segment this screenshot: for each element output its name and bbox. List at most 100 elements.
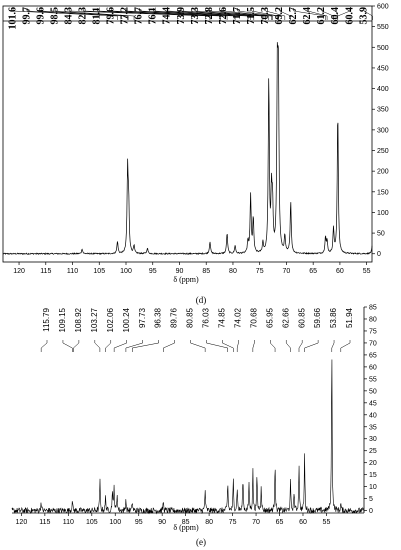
e-peak-label: 80.85: [186, 307, 195, 328]
e-x-tick-label: 115: [39, 519, 50, 526]
e-x-tick-label: 75: [229, 519, 237, 526]
d-peak-label: 72.8: [204, 7, 215, 25]
d-peak-leader: [111, 10, 236, 17]
d-peak-leader: [237, 10, 278, 17]
e-x-tick-label: 95: [135, 519, 143, 526]
d-x-tick-label: 100: [120, 268, 132, 275]
e-peak-leader: [252, 342, 255, 349]
panel-d-y-ticks: 0 50 100 150 200 250 300 350 400 450 500 550 600: [372, 4, 389, 258]
d-peak-label: 53.9: [358, 7, 369, 25]
d-peak-leader: [97, 10, 228, 17]
e-y-tick-label: 55: [369, 376, 377, 383]
d-peak-label: 73.3: [190, 7, 201, 25]
e-peak-leader: [125, 342, 143, 349]
e-y-tick-label: 75: [369, 328, 377, 335]
d-y-tick-label: 400: [377, 86, 389, 93]
d-peak-label: 98.5: [49, 7, 60, 25]
e-x-tick-label: 90: [158, 519, 166, 526]
d-y-tick-label: 250: [377, 148, 389, 155]
d-y-tick-label: 50: [377, 231, 385, 238]
d-peak-label: 71.5: [246, 7, 257, 25]
e-peak-leader: [286, 342, 291, 349]
d-peak-leader: [279, 10, 291, 17]
e-y-tick-label: 5: [369, 496, 373, 503]
e-x-tick-label: 110: [63, 519, 74, 526]
d-peak-label: 73.9: [176, 7, 187, 25]
d-peak-label: 62.7: [288, 7, 299, 25]
d-peak-leader: [195, 10, 269, 17]
e-x-tick-label: 100: [109, 519, 121, 526]
e-peak-leader: [163, 342, 175, 349]
e-x-tick-label: 120: [16, 519, 28, 526]
e-peak-leader: [340, 342, 351, 349]
e-peak-leader: [132, 342, 159, 349]
panel-d: 101.6 99.7 99.6 98.5 84.3 82.3 81.1 79.6 77.2 76.…: [2, 4, 389, 305]
e-peak-leader: [298, 342, 303, 349]
d-peak-leader: [55, 10, 135, 17]
d-peak-label: 69.2: [274, 7, 285, 25]
e-y-tick-label: 70: [369, 340, 377, 347]
d-peak-label: 74.4: [162, 7, 173, 25]
e-x-tick-label: 70: [252, 519, 260, 526]
d-x-tick-label: 85: [202, 268, 210, 275]
d-peak-leader: [223, 10, 273, 17]
d-peak-leader: [335, 10, 339, 17]
d-peak-leader: [337, 10, 351, 17]
e-y-tick-label: 20: [369, 460, 377, 467]
e-peak-label: 97.73: [138, 307, 147, 328]
e-peak-label: 76.03: [202, 307, 211, 328]
e-y-tick-label: 60: [369, 364, 377, 371]
d-x-tick-label: 70: [283, 268, 291, 275]
d-x-tick-label: 55: [363, 268, 371, 275]
d-peak-label: 60.4: [330, 7, 341, 25]
d-x-tick-label: 60: [336, 268, 344, 275]
panel-e-x-axis-title: δ (ppm): [173, 523, 199, 532]
d-x-tick-label: 75: [256, 268, 264, 275]
d-peak-label: 84.3: [63, 7, 74, 25]
e-peak-label: 62.66: [281, 307, 290, 328]
d-peak-label: 77.2: [120, 7, 131, 25]
d-peak-leader: [41, 10, 129, 17]
d-peak-label: 101.6: [7, 7, 18, 30]
e-peak-leader: [190, 342, 206, 349]
e-y-tick-label: 45: [369, 400, 377, 407]
panel-d-peak-labels: 101.6 99.7 99.6 98.5 84.3 82.3 81.1 79.6 77.2 76.…: [7, 7, 369, 30]
d-peak-leader: [83, 10, 221, 17]
e-peak-label: 108.92: [74, 307, 83, 332]
e-x-tick-label: 105: [86, 519, 98, 526]
e-peak-leader: [73, 342, 80, 349]
d-x-tick-label: 95: [149, 268, 157, 275]
d-peak-label: 62.4: [302, 7, 313, 25]
d-peak-leader: [321, 10, 334, 17]
e-peak-label: 102.06: [106, 307, 115, 332]
e-peak-label: 59.66: [313, 307, 322, 328]
d-peak-label: 81.1: [92, 7, 103, 25]
d-y-tick-label: 300: [377, 127, 389, 134]
d-peak-label: 79.6: [106, 7, 117, 25]
e-peak-leader: [222, 342, 234, 349]
panel-e-x-ticks: 120 115 110 105 100 95 90 85 80 75 70 65 60 55: [16, 513, 330, 526]
e-peak-leader: [40, 342, 48, 349]
e-peak-leader: [236, 342, 239, 349]
d-y-tick-label: 450: [377, 65, 389, 72]
d-x-tick-label: 90: [176, 268, 184, 275]
panel-e-label: (e): [196, 537, 206, 547]
d-peak-label: 76.7: [134, 7, 145, 25]
d-peak-label: 99.6: [35, 7, 46, 25]
d-peak-label: 99.7: [21, 7, 32, 25]
d-x-tick-label: 105: [93, 268, 105, 275]
panel-e-spectrum-line: [11, 359, 365, 515]
d-y-tick-label: 500: [377, 45, 389, 52]
e-peak-label: 60.85: [297, 307, 306, 328]
e-peak-label: 109.15: [58, 307, 67, 332]
d-peak-label: 76.1: [148, 7, 159, 25]
panel-e: 115.79 109.15 108.92 103.27 102.06 100.24 97.7…: [11, 305, 377, 547]
panel-d-frame: [2, 5, 373, 263]
d-x-tick-label: 80: [229, 268, 237, 275]
d-peak-label: 71.7: [232, 7, 243, 25]
d-peak-leader: [153, 10, 254, 17]
d-peak-leader: [69, 10, 210, 17]
d-x-tick-label: 120: [13, 268, 25, 275]
d-y-tick-label: 350: [377, 107, 389, 114]
